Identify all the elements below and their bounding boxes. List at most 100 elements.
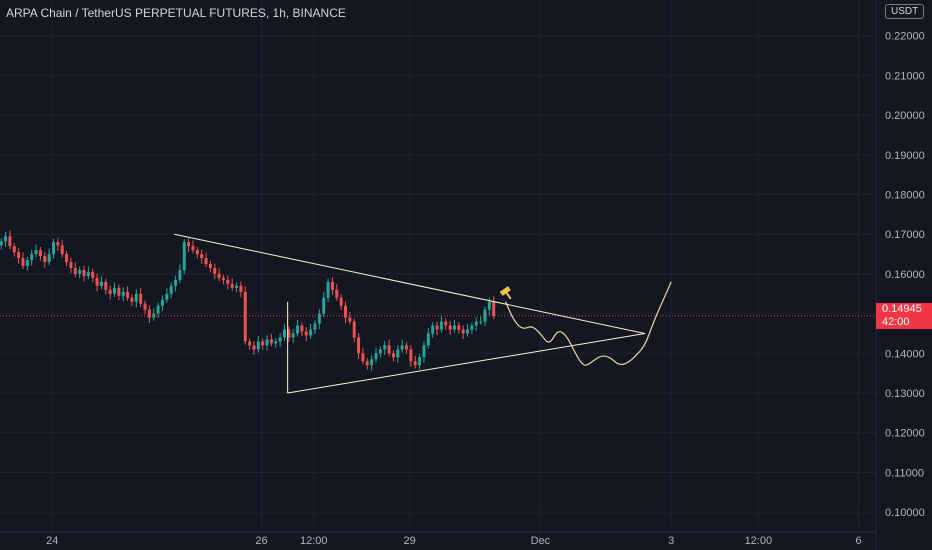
hammer-marker-icon xyxy=(499,286,512,300)
candle-body xyxy=(174,279,178,286)
candle-body xyxy=(383,345,387,350)
candle-body xyxy=(30,254,34,261)
candle-body xyxy=(261,341,265,346)
candle-body xyxy=(256,341,260,350)
candle-body xyxy=(160,299,164,306)
triangle-upper-line xyxy=(174,233,646,334)
candle-body xyxy=(47,254,51,263)
candle-body xyxy=(56,242,60,246)
candle-body xyxy=(330,281,334,290)
price-tick-label: 0.10000 xyxy=(885,507,925,519)
candle-body xyxy=(431,325,435,334)
candle-body xyxy=(335,289,339,298)
candle-body xyxy=(470,325,474,330)
candle-body xyxy=(352,321,356,338)
candle-body xyxy=(387,345,391,354)
candle-body xyxy=(422,345,426,358)
candle-body xyxy=(235,285,239,288)
candle-body xyxy=(104,281,108,290)
time-tick-label: 12:00 xyxy=(745,535,773,547)
candle-body xyxy=(269,339,273,344)
candle-body xyxy=(86,271,90,276)
candle-body xyxy=(213,267,217,274)
candle-body xyxy=(461,329,465,334)
candle-body xyxy=(139,293,143,304)
candle-body xyxy=(113,287,117,294)
price-tick-label: 0.22000 xyxy=(885,31,925,43)
candle-body xyxy=(252,345,256,350)
candle-body xyxy=(479,321,483,323)
price-tick-label: 0.12000 xyxy=(885,428,925,440)
candle-body xyxy=(313,323,317,330)
candle-body xyxy=(65,254,69,263)
time-tick-label: 3 xyxy=(668,535,674,547)
candle-body xyxy=(17,252,21,259)
currency-badge[interactable]: USDT xyxy=(885,4,925,19)
candle-body xyxy=(82,269,86,276)
candle-body xyxy=(126,291,130,298)
candle-body xyxy=(348,317,352,322)
candle-body xyxy=(391,353,395,358)
candle-body xyxy=(343,305,347,318)
candle-body xyxy=(296,325,300,334)
candle-body xyxy=(182,242,186,270)
candle-body xyxy=(43,256,47,263)
candle-body xyxy=(51,242,55,255)
candle-body xyxy=(4,236,8,242)
candle-body xyxy=(91,271,95,278)
candle-body xyxy=(230,283,234,288)
price-tick-label: 0.13000 xyxy=(885,388,925,400)
candle-body xyxy=(243,291,247,342)
candle-body xyxy=(287,329,291,338)
candle-body xyxy=(452,325,456,330)
candle-body xyxy=(21,258,25,266)
candle-body xyxy=(95,277,99,286)
candle-body xyxy=(282,329,286,338)
candle-body xyxy=(304,331,308,336)
candle-body xyxy=(226,279,230,284)
candle-body xyxy=(487,301,491,310)
candle-body xyxy=(108,289,112,294)
price-tick-label: 0.14000 xyxy=(885,348,925,360)
time-tick-label: 6 xyxy=(856,535,862,547)
bar-countdown: 42:00 xyxy=(882,316,910,328)
candle-body xyxy=(418,357,422,366)
candle-body xyxy=(60,245,64,255)
candle-body xyxy=(400,345,404,350)
candle-body xyxy=(357,337,361,354)
candle-body xyxy=(426,333,430,346)
triangle-lower-line xyxy=(287,332,646,394)
candle-body xyxy=(8,236,12,247)
price-tick-label: 0.17000 xyxy=(885,229,925,241)
candle-body xyxy=(195,250,199,255)
candle-body xyxy=(492,301,496,316)
candle-body xyxy=(187,242,191,247)
candle-body xyxy=(278,337,282,342)
candle-body xyxy=(413,361,417,366)
time-tick-label: 12:00 xyxy=(300,535,328,547)
candle-body xyxy=(365,361,369,366)
candle-body xyxy=(378,349,382,354)
time-tick-label: 26 xyxy=(255,535,267,547)
candle-body xyxy=(361,353,365,362)
candle-body xyxy=(339,297,343,306)
candle-body xyxy=(221,277,225,280)
price-tick-label: 0.21000 xyxy=(885,70,925,82)
candle-body xyxy=(239,285,243,292)
candle-body xyxy=(117,287,121,296)
candle-body xyxy=(169,285,173,294)
candle-body xyxy=(457,325,461,330)
candle-body xyxy=(134,293,138,302)
time-tick-label: 24 xyxy=(46,535,58,547)
candle-body xyxy=(165,293,169,300)
price-tick-label: 0.11000 xyxy=(885,467,924,479)
candle-body xyxy=(217,273,221,278)
candle-body xyxy=(439,321,443,330)
candle-body xyxy=(191,246,195,251)
price-tick-label: 0.16000 xyxy=(885,269,925,281)
candle-body xyxy=(69,262,73,268)
candle-body xyxy=(121,291,125,296)
